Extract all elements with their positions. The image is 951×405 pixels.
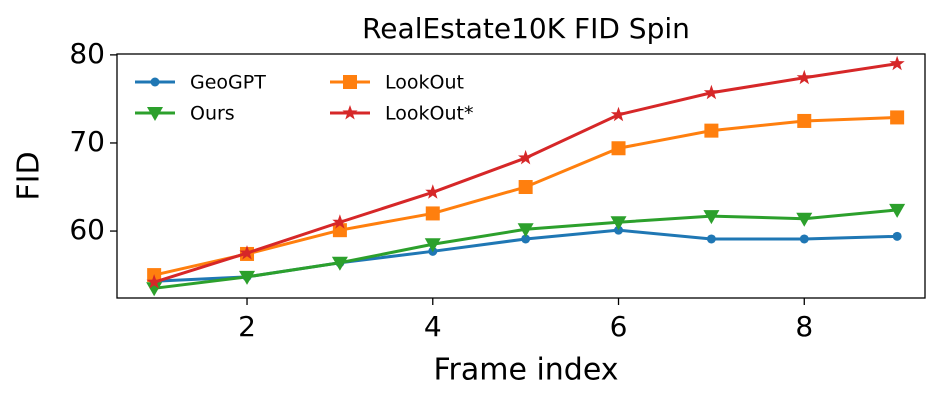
legend-label: Ours (190, 103, 235, 125)
point (796, 69, 812, 85)
point (425, 206, 440, 221)
point (703, 210, 720, 225)
point (703, 84, 719, 100)
point (518, 180, 533, 195)
point (425, 184, 441, 199)
point (799, 234, 809, 244)
point (239, 245, 255, 260)
point (518, 149, 534, 165)
y-axis-label: FID (12, 151, 47, 200)
point (796, 212, 813, 227)
point (889, 203, 906, 218)
point (890, 110, 905, 125)
point (706, 234, 716, 244)
legend-label: LookOut (385, 72, 464, 94)
point (704, 123, 719, 138)
series-line (153, 115, 898, 277)
point (517, 223, 534, 238)
x-tick-label: 6 (610, 310, 628, 343)
x-tick-label: 4 (424, 310, 442, 343)
legend-marker (342, 105, 358, 120)
legend-marker (150, 77, 160, 87)
y-tick-label: 60 (69, 213, 105, 246)
point (146, 282, 163, 297)
x-tick-label: 8 (795, 310, 813, 343)
point (521, 234, 531, 244)
point (611, 141, 626, 156)
y-tick-label: 70 (69, 125, 105, 158)
plot-frame (116, 53, 926, 299)
point (610, 106, 627, 122)
point (610, 216, 627, 231)
x-tick-label: 2 (238, 310, 256, 343)
point (239, 270, 256, 285)
legend-label: LookOut* (385, 103, 473, 125)
point (889, 55, 905, 71)
legend-marker (147, 107, 163, 121)
y-tick-label: 80 (69, 37, 105, 70)
chart-title: RealEstate10K FID Spin (362, 12, 690, 45)
point (424, 238, 441, 253)
point (146, 274, 162, 289)
point (332, 214, 348, 229)
point (892, 231, 902, 241)
legend-label: GeoGPT (190, 72, 266, 94)
legend-marker (343, 75, 357, 89)
x-axis-label: Frame index (433, 353, 618, 388)
point (797, 113, 812, 128)
point (331, 256, 348, 271)
